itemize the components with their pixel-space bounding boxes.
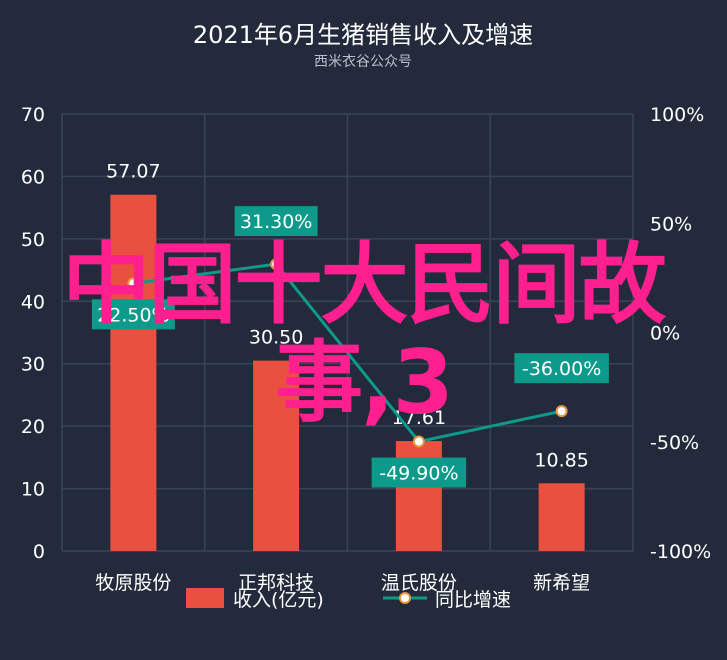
y-left-tick-label: 50 <box>21 229 45 251</box>
line-point[interactable] <box>127 277 140 290</box>
line-label-bg <box>91 299 175 330</box>
line-point[interactable] <box>270 258 283 271</box>
chart-subtitle: 西米衣谷公众号 <box>314 54 412 70</box>
y-axis-right: -100% -50% 0% 50% 100% <box>650 104 711 563</box>
line-data-label: 22.50% <box>97 304 169 326</box>
line-data-label: -36.00% <box>522 358 601 380</box>
y-left-tick-label: 10 <box>21 479 45 501</box>
legend[interactable]: 收入(亿元) 同比增速 <box>186 588 511 611</box>
line-path <box>133 262 562 444</box>
line-data-label: 31.30% <box>240 211 312 233</box>
grid-lines <box>61 113 634 552</box>
y-left-tick-label: 30 <box>21 354 45 376</box>
bar[interactable] <box>253 360 300 551</box>
y-axis-left: 0 10 20 30 40 50 60 70 <box>21 104 45 563</box>
y-right-tick-label: -100% <box>650 541 711 563</box>
bar[interactable] <box>110 194 157 551</box>
chart-title: 2021年6月生猪销售收入及增速 <box>193 21 533 49</box>
x-category-label: 温氏股份 <box>381 572 457 594</box>
line-label-bg <box>371 457 467 488</box>
legend-line-label[interactable]: 同比增速 <box>435 589 511 611</box>
x-category-label: 牧原股份 <box>95 572 171 594</box>
bar[interactable] <box>538 483 585 551</box>
y-left-tick-label: 60 <box>21 166 45 188</box>
y-right-tick-label: -50% <box>650 432 699 454</box>
y-left-tick-label: 20 <box>21 416 45 438</box>
line-data-label: -49.90% <box>379 463 458 485</box>
line-point[interactable] <box>555 405 568 418</box>
y-right-tick-label: 100% <box>650 104 704 126</box>
y-right-tick-label: 50% <box>650 213 692 235</box>
x-category-label: 正邦科技 <box>238 572 314 594</box>
y-left-tick-label: 70 <box>21 104 45 126</box>
bar-data-label: 10.85 <box>534 449 588 471</box>
y-right-tick-label: 0% <box>650 323 680 345</box>
line-point[interactable] <box>412 435 425 448</box>
legend-bar-label[interactable]: 收入(亿元) <box>233 589 324 611</box>
x-axis-categories: 牧原股份 正邦科技 温氏股份 新希望 <box>95 572 590 594</box>
x-category-label: 新希望 <box>533 572 590 594</box>
legend-bar-swatch <box>186 588 224 608</box>
bar-data-label: 57.07 <box>106 161 160 183</box>
line-label-bg <box>514 353 609 384</box>
y-left-tick-label: 0 <box>33 541 45 563</box>
y-left-tick-label: 40 <box>21 291 45 313</box>
legend-line-marker <box>399 592 411 604</box>
line-label-bg <box>234 206 318 237</box>
line-series: 22.50% 31.30% -49.90% -36.00% <box>91 206 609 488</box>
bar-data-label: 30.50 <box>249 327 303 349</box>
